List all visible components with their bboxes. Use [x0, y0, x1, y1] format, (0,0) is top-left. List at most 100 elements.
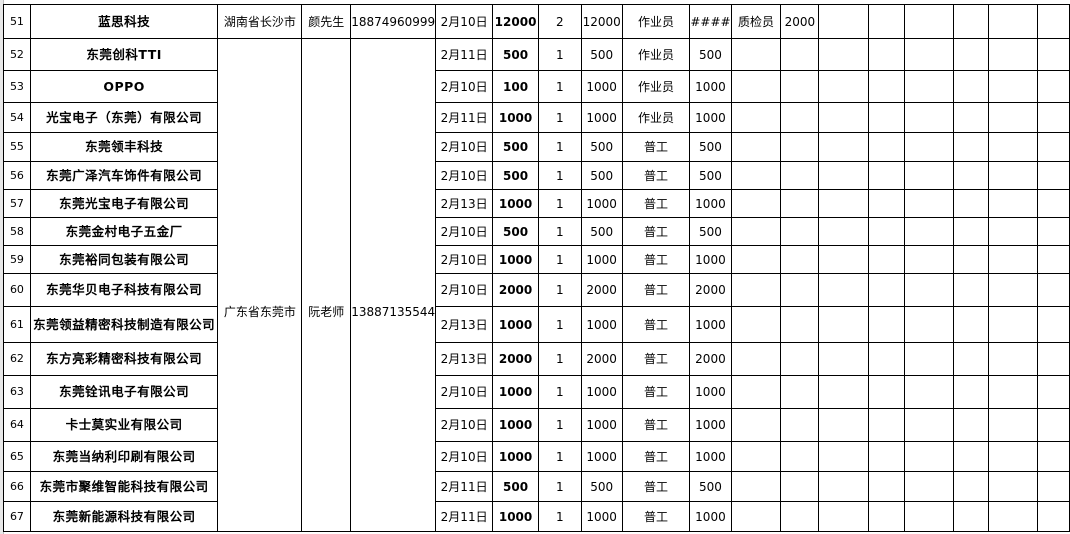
empty-cell[interactable]: [953, 501, 989, 532]
role2-cell[interactable]: [730, 217, 782, 246]
pay-cell[interactable]: 500: [689, 471, 732, 502]
pay2-cell[interactable]: [780, 273, 820, 307]
pay-cell[interactable]: 1000: [689, 375, 732, 409]
total-cell[interactable]: 500: [580, 132, 623, 162]
row-number-cell[interactable]: 55: [3, 132, 31, 162]
role-cell[interactable]: 作业员: [621, 38, 691, 71]
empty-cell[interactable]: [1037, 471, 1070, 502]
empty-cell[interactable]: [953, 102, 989, 133]
empty-cell[interactable]: [818, 501, 869, 532]
empty-cell[interactable]: [903, 306, 955, 343]
empty-cell[interactable]: [987, 306, 1039, 343]
empty-cell[interactable]: [953, 132, 989, 162]
date-cell[interactable]: 2月11日: [435, 38, 494, 71]
pay-cell[interactable]: 1000: [689, 245, 732, 274]
total-cell[interactable]: 1000: [580, 441, 623, 472]
region-merged-cell[interactable]: 广东省东莞市: [217, 38, 303, 532]
role-cell[interactable]: 普工: [621, 273, 691, 307]
pay-cell[interactable]: 1000: [689, 441, 732, 472]
count-cell[interactable]: 1: [538, 501, 582, 532]
amount-cell[interactable]: 500: [492, 38, 540, 71]
total-cell[interactable]: 500: [580, 471, 623, 502]
empty-cell[interactable]: [953, 306, 989, 343]
pay2-cell[interactable]: [780, 102, 820, 133]
empty-cell[interactable]: [953, 217, 989, 246]
company-cell[interactable]: 东莞领丰科技: [29, 132, 219, 162]
empty-cell[interactable]: [903, 375, 955, 409]
date-cell[interactable]: 2月10日: [435, 132, 494, 162]
empty-cell[interactable]: [1037, 132, 1070, 162]
empty-cell[interactable]: [987, 245, 1039, 274]
date-cell[interactable]: 2月11日: [435, 501, 494, 532]
empty-cell[interactable]: [903, 132, 955, 162]
phone-cell[interactable]: 18874960999: [350, 4, 437, 39]
company-cell[interactable]: 东莞光宝电子有限公司: [29, 189, 219, 218]
empty-cell[interactable]: [818, 375, 869, 409]
empty-cell[interactable]: [867, 38, 905, 71]
role-cell[interactable]: 作业员: [621, 102, 691, 133]
count-cell[interactable]: 1: [538, 161, 582, 190]
total-cell[interactable]: 1000: [580, 375, 623, 409]
total-cell[interactable]: 1000: [580, 102, 623, 133]
count-cell[interactable]: 1: [538, 306, 582, 343]
empty-cell[interactable]: [818, 471, 869, 502]
company-cell[interactable]: 东莞创科TTI: [29, 38, 219, 71]
amount-cell[interactable]: 1000: [492, 306, 540, 343]
row-number-cell[interactable]: 52: [3, 38, 31, 71]
company-cell[interactable]: 东莞裕同包装有限公司: [29, 245, 219, 274]
role2-cell[interactable]: [730, 342, 782, 376]
pay2-cell[interactable]: [780, 306, 820, 343]
role2-cell[interactable]: [730, 245, 782, 274]
amount-cell[interactable]: 1000: [492, 375, 540, 409]
total-cell[interactable]: 500: [580, 161, 623, 190]
empty-cell[interactable]: [953, 245, 989, 274]
empty-cell[interactable]: [1037, 342, 1070, 376]
empty-cell[interactable]: [867, 217, 905, 246]
phone-merged-cell[interactable]: 13887135544: [350, 38, 437, 532]
date-cell[interactable]: 2月10日: [435, 441, 494, 472]
role-cell[interactable]: 普工: [621, 501, 691, 532]
empty-cell[interactable]: [867, 189, 905, 218]
empty-cell[interactable]: [903, 342, 955, 376]
empty-cell[interactable]: [953, 70, 989, 103]
empty-cell[interactable]: [953, 189, 989, 218]
total-cell[interactable]: 1000: [580, 408, 623, 442]
empty-cell[interactable]: [818, 245, 869, 274]
empty-cell[interactable]: [987, 471, 1039, 502]
count-cell[interactable]: 1: [538, 408, 582, 442]
date-cell[interactable]: 2月13日: [435, 189, 494, 218]
role-cell[interactable]: 作业员: [621, 4, 691, 39]
pay2-cell[interactable]: [780, 189, 820, 218]
row-number-cell[interactable]: 65: [3, 441, 31, 472]
role2-cell[interactable]: [730, 471, 782, 502]
empty-cell[interactable]: [953, 471, 989, 502]
total-cell[interactable]: 2000: [580, 273, 623, 307]
empty-cell[interactable]: [867, 306, 905, 343]
amount-cell[interactable]: 1000: [492, 501, 540, 532]
company-cell[interactable]: 东莞铨讯电子有限公司: [29, 375, 219, 409]
role-cell[interactable]: 普工: [621, 132, 691, 162]
amount-cell[interactable]: 1000: [492, 408, 540, 442]
pay2-cell[interactable]: [780, 217, 820, 246]
empty-cell[interactable]: [1037, 501, 1070, 532]
region-cell[interactable]: 湖南省长沙市: [217, 4, 303, 39]
amount-cell[interactable]: 12000: [492, 4, 540, 39]
empty-cell[interactable]: [867, 245, 905, 274]
empty-cell[interactable]: [903, 102, 955, 133]
empty-cell[interactable]: [903, 408, 955, 442]
empty-cell[interactable]: [1037, 217, 1070, 246]
empty-cell[interactable]: [867, 4, 905, 39]
role-cell[interactable]: 普工: [621, 189, 691, 218]
pay2-cell[interactable]: [780, 342, 820, 376]
empty-cell[interactable]: [987, 70, 1039, 103]
amount-cell[interactable]: 1000: [492, 189, 540, 218]
role-cell[interactable]: 普工: [621, 375, 691, 409]
empty-cell[interactable]: [1037, 70, 1070, 103]
empty-cell[interactable]: [903, 189, 955, 218]
row-number-cell[interactable]: 67: [3, 501, 31, 532]
empty-cell[interactable]: [987, 273, 1039, 307]
amount-cell[interactable]: 1000: [492, 441, 540, 472]
company-cell[interactable]: 东莞华贝电子科技有限公司: [29, 273, 219, 307]
pay2-cell[interactable]: 2000: [780, 4, 820, 39]
role2-cell[interactable]: [730, 102, 782, 133]
